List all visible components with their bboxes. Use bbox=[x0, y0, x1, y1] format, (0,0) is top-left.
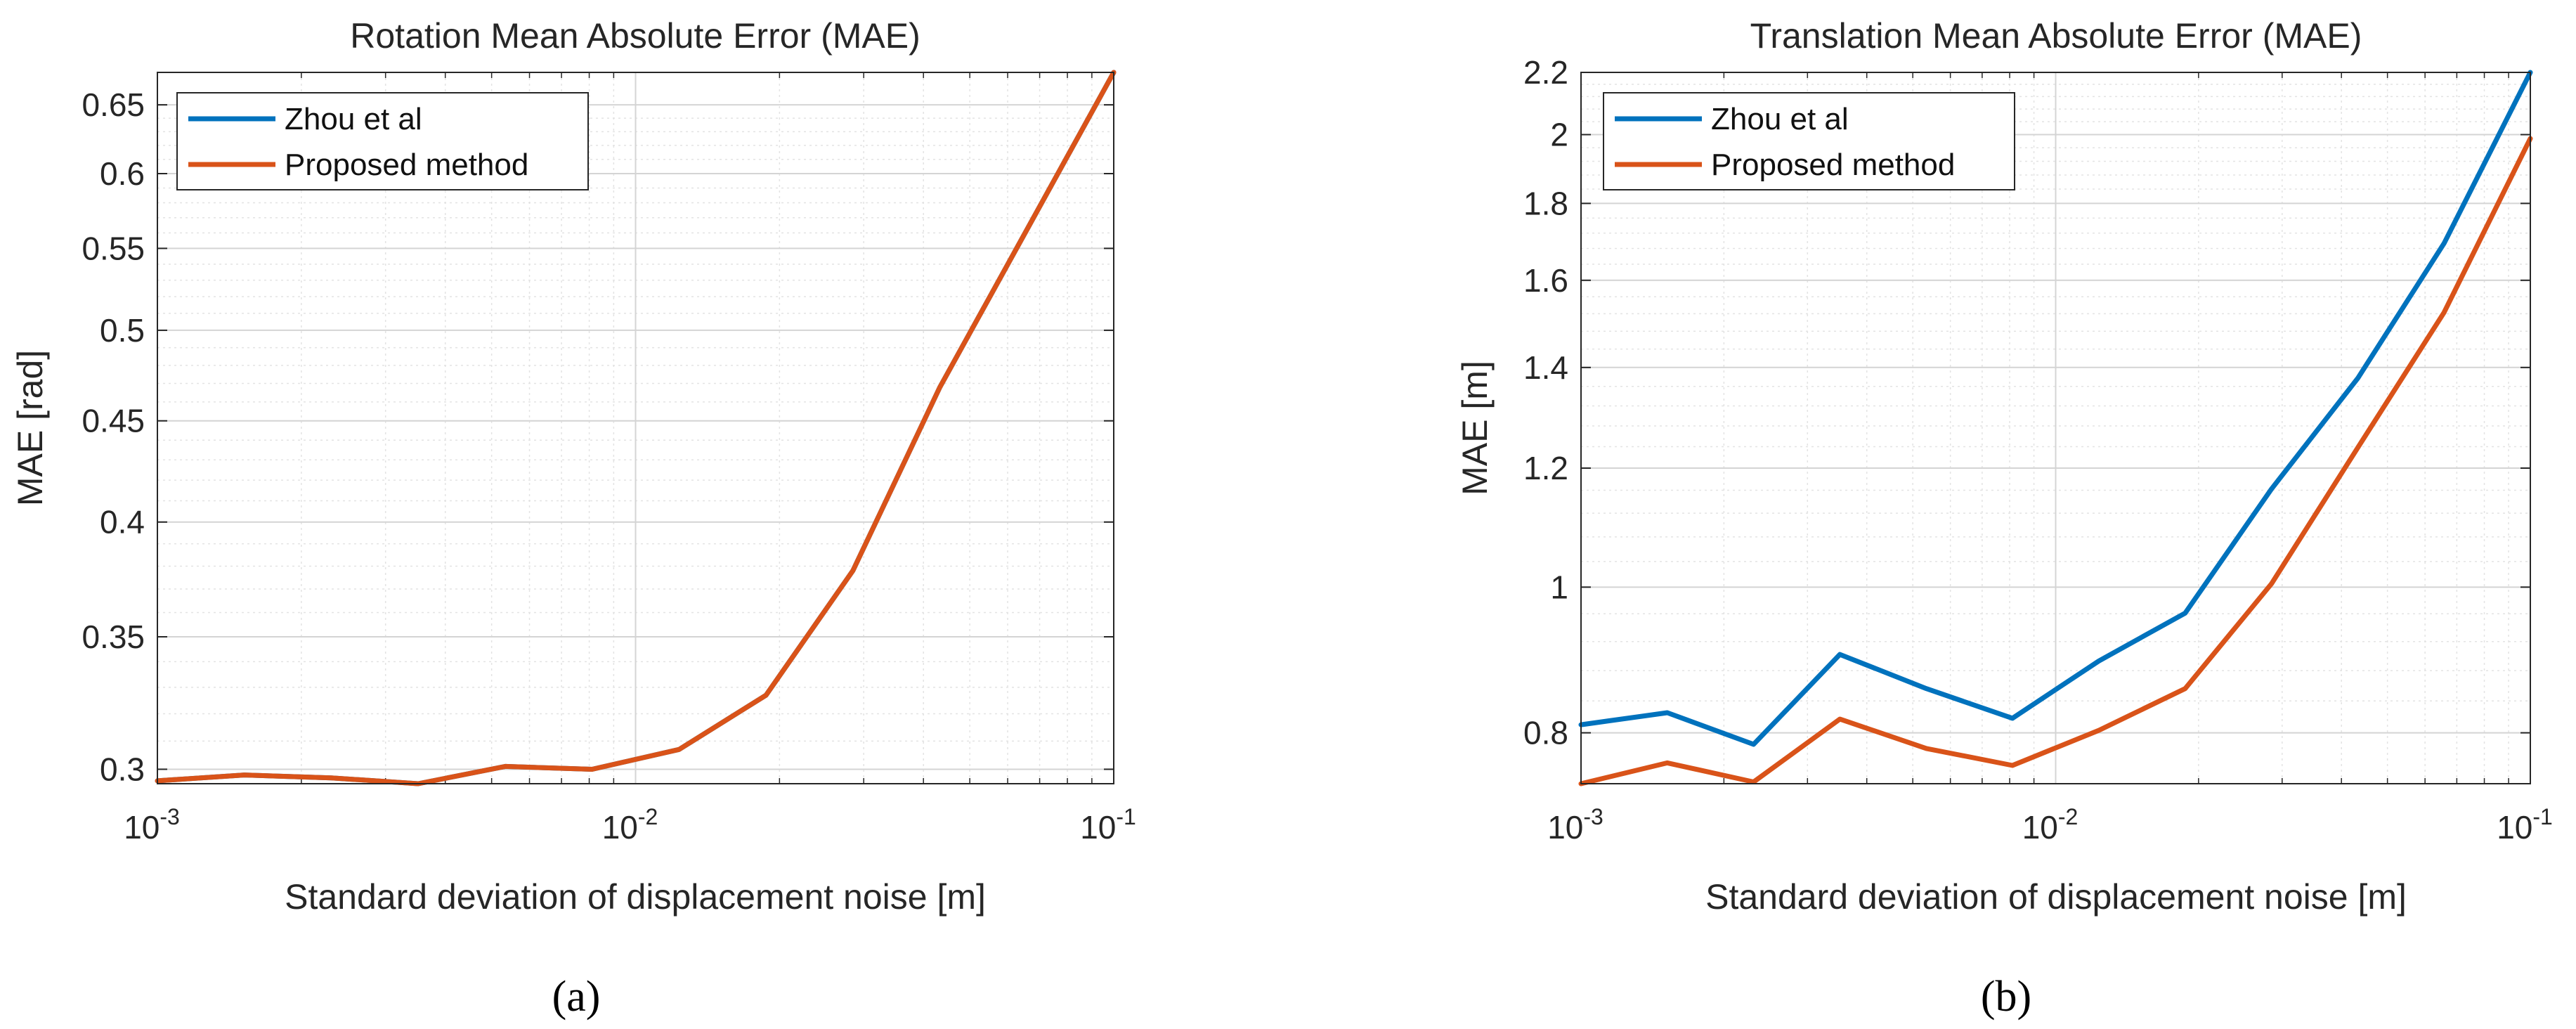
y-axis-label-b: MAE [m] bbox=[1455, 361, 1495, 496]
chart-title-a: Rotation Mean Absolute Error (MAE) bbox=[350, 16, 920, 56]
grid-a bbox=[157, 72, 1114, 784]
y-tick-label: 1 bbox=[1550, 569, 1568, 605]
legend-label-zhou-b: Zhou et al bbox=[1711, 102, 1849, 136]
x-tick-label: 10-1 bbox=[2497, 804, 2553, 846]
y-tick-label: 1.2 bbox=[1523, 450, 1568, 486]
y-tick-label: 0.55 bbox=[82, 230, 145, 266]
y-tick-label: 2.2 bbox=[1523, 54, 1568, 91]
legend-label-proposed-a: Proposed method bbox=[285, 148, 528, 182]
legend-a: Zhou et al Proposed method bbox=[176, 92, 589, 190]
series-line-proposed-a bbox=[155, 70, 1117, 787]
y-tick-label: 0.65 bbox=[82, 86, 145, 123]
x-tick-label: 10-2 bbox=[602, 804, 658, 846]
axes-box-b bbox=[1580, 72, 2531, 784]
y-tick-label: 0.4 bbox=[100, 504, 145, 541]
series-a bbox=[155, 70, 1117, 787]
chart-title-b: Translation Mean Absolute Error (MAE) bbox=[1750, 16, 2362, 56]
x-tick-label: 10-2 bbox=[2022, 804, 2079, 846]
chart-rotation-mae: Rotation Mean Absolute Error (MAE) Stand… bbox=[11, 16, 1136, 1021]
y-tick-label: 0.45 bbox=[82, 403, 145, 439]
y-tick-label: 1.8 bbox=[1523, 185, 1568, 221]
legend-label-proposed-b: Proposed method bbox=[1711, 148, 1955, 182]
y-tick-label: 1.4 bbox=[1523, 349, 1568, 386]
y-tick-labels-b: 0.8 1 1.2 1.4 1.6 1.8 2 2.2 bbox=[1523, 54, 1568, 751]
legend-box-a bbox=[176, 92, 589, 190]
y-tick-labels-a: 0.3 0.35 0.4 0.45 0.5 0.55 0.6 0.65 bbox=[82, 86, 145, 787]
legend-label-zhou-a: Zhou et al bbox=[285, 102, 422, 136]
y-tick-label: 0.8 bbox=[1523, 715, 1568, 751]
x-axis-label-a: Standard deviation of displacement noise… bbox=[285, 877, 986, 917]
series-b bbox=[1578, 70, 2533, 787]
chart-translation-mae: Translation Mean Absolute Error (MAE) St… bbox=[1455, 16, 2553, 1021]
y-tick-label: 0.35 bbox=[82, 619, 145, 655]
x-tick-labels-b: 10-3 10-2 10-1 bbox=[1547, 804, 2553, 846]
y-tick-label: 0.6 bbox=[100, 155, 145, 192]
x-tick-label: 10-1 bbox=[1080, 804, 1136, 846]
legend-box-b bbox=[1603, 92, 2015, 190]
x-tick-labels-a: 10-3 10-2 10-1 bbox=[124, 804, 1136, 846]
y-tick-label: 0.5 bbox=[100, 312, 145, 349]
series-line-proposed-b bbox=[1578, 136, 2533, 787]
series-line-zhou-b bbox=[1578, 70, 2533, 747]
caption-b: (b) bbox=[1981, 973, 2031, 1021]
y-tick-label: 0.3 bbox=[100, 751, 145, 787]
x-tick-label: 10-3 bbox=[1547, 804, 1604, 846]
x-tick-label: 10-3 bbox=[124, 804, 180, 846]
y-axis-label-a: MAE [rad] bbox=[11, 350, 50, 506]
legend-b: Zhou et al Proposed method bbox=[1603, 92, 2015, 190]
y-tick-label: 2 bbox=[1550, 117, 1568, 153]
caption-a: (a) bbox=[552, 973, 601, 1021]
axes-box-a bbox=[157, 72, 1114, 784]
x-axis-label-b: Standard deviation of displacement noise… bbox=[1705, 877, 2407, 917]
y-tick-label: 1.6 bbox=[1523, 262, 1568, 299]
